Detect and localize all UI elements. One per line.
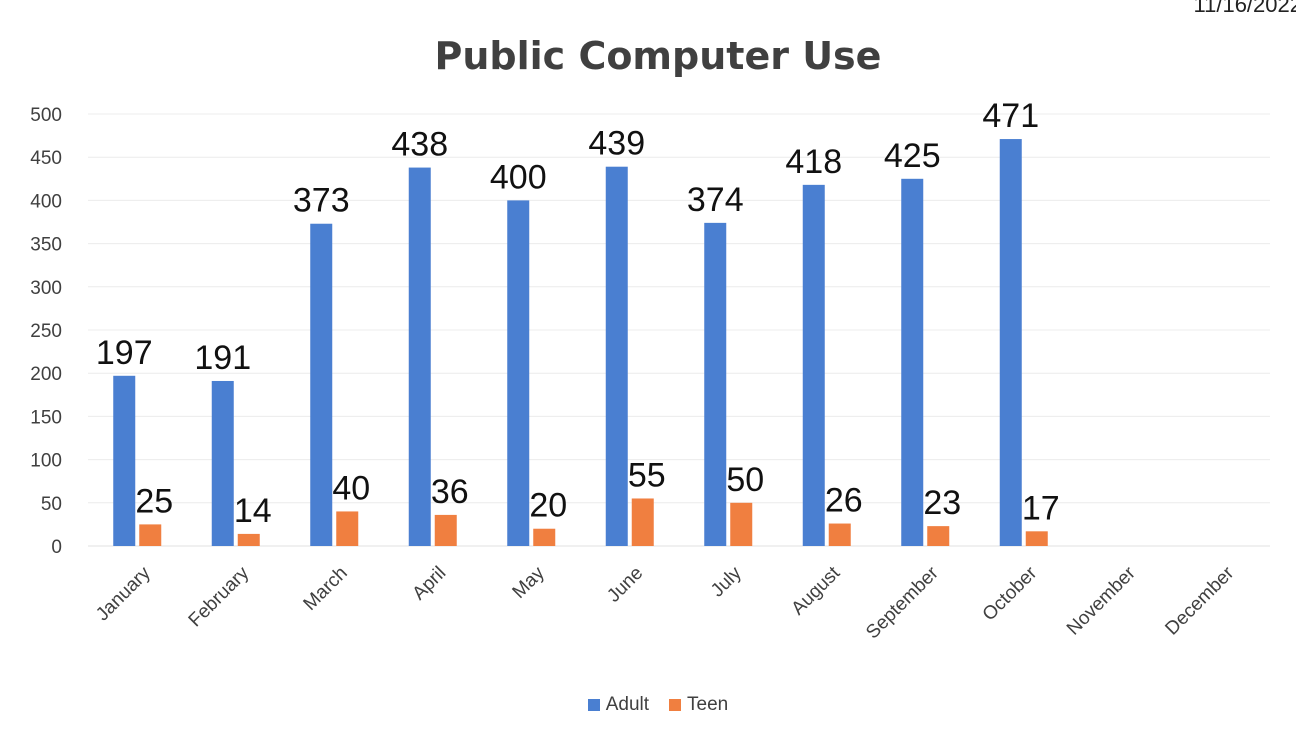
legend: Adult Teen [0,694,1296,716]
legend-swatch-teen [669,699,682,711]
y-tick-label-50: 50 [41,494,62,515]
data-label-teen-march: 40 [332,469,370,507]
data-label-adult-september: 425 [884,137,941,175]
x-tick-label-august: August [788,562,845,619]
data-label-teen-april: 36 [431,473,469,511]
bar-teen-march [336,511,359,546]
bar-adult-june [605,166,628,547]
data-label-adult-august: 418 [785,143,842,181]
chart-title: Public Computer Use [434,34,882,78]
x-tick-label-november: November [1063,562,1140,639]
data-label-adult-february: 191 [194,339,251,377]
bar-teen-september [927,526,950,546]
y-tick-label-100: 100 [30,451,62,472]
x-tick-label-june: June [603,563,647,607]
data-label-adult-june: 439 [588,125,645,163]
y-tick-label-0: 0 [51,537,62,558]
bar-teen-july [730,502,753,546]
data-label-adult-october: 471 [982,97,1039,135]
data-label-adult-january: 197 [96,334,153,372]
data-label-teen-august: 26 [825,482,863,520]
x-tick-label-january: January [92,562,155,625]
y-tick-label-300: 300 [30,278,62,299]
bar-adult-march [310,223,333,546]
bar-chart: 0 50 100 150 200 250 300 350 400 450 500 197 25 Janua… [30,97,1270,643]
data-label-teen-january: 25 [135,482,173,520]
x-tick-label-april: April [409,563,451,605]
bar-adult-july [704,222,727,546]
y-tick-label-350: 350 [30,235,62,256]
data-label-teen-may: 20 [529,487,567,525]
date-stamp: 11/16/2022 [1193,0,1296,17]
bar-adult-april [408,167,431,546]
y-tick-label-400: 400 [30,191,62,212]
bar-teen-august [828,523,851,546]
x-tick-label-may: May [509,562,550,603]
legend-label-adult: Adult [605,694,650,715]
bar-adult-september [901,178,924,547]
bar-teen-april [434,514,457,546]
x-tick-label-february: February [185,562,254,631]
data-label-teen-september: 23 [923,484,961,522]
x-tick-label-december: December [1161,562,1238,639]
data-label-adult-may: 400 [490,158,547,196]
y-tick-label-150: 150 [30,407,62,428]
data-label-teen-february: 14 [234,492,272,530]
x-tick-label-september: September [862,562,943,643]
y-tick-label-250: 250 [30,321,62,342]
bar-teen-february [237,533,260,546]
legend-item-teen: Teen [669,694,728,716]
bar-teen-october [1025,531,1048,546]
y-tick-label-200: 200 [30,364,62,385]
data-label-adult-april: 438 [391,126,448,164]
data-label-adult-march: 373 [293,182,350,220]
x-tick-label-july: July [707,562,746,601]
bar-teen-january [139,524,162,546]
bar-adult-october [999,139,1022,546]
x-tick-label-october: October [979,562,1042,625]
legend-label-teen: Teen [687,694,729,715]
data-label-teen-october: 17 [1022,489,1060,527]
bar-adult-february [211,380,234,546]
y-tick-label-500: 500 [30,105,62,126]
legend-item-adult: Adult [587,694,650,716]
bar-teen-june [631,498,654,546]
y-tick-label-450: 450 [30,148,62,169]
x-tick-label-march: March [300,563,352,615]
bar-adult-may [507,200,530,546]
bar-adult-january [113,375,136,546]
bar-adult-august [802,184,825,546]
data-label-adult-july: 374 [687,181,744,219]
bar-teen-may [533,528,556,546]
data-label-teen-june: 55 [628,456,666,494]
legend-swatch-adult [587,699,600,711]
data-label-teen-july: 50 [726,461,764,499]
